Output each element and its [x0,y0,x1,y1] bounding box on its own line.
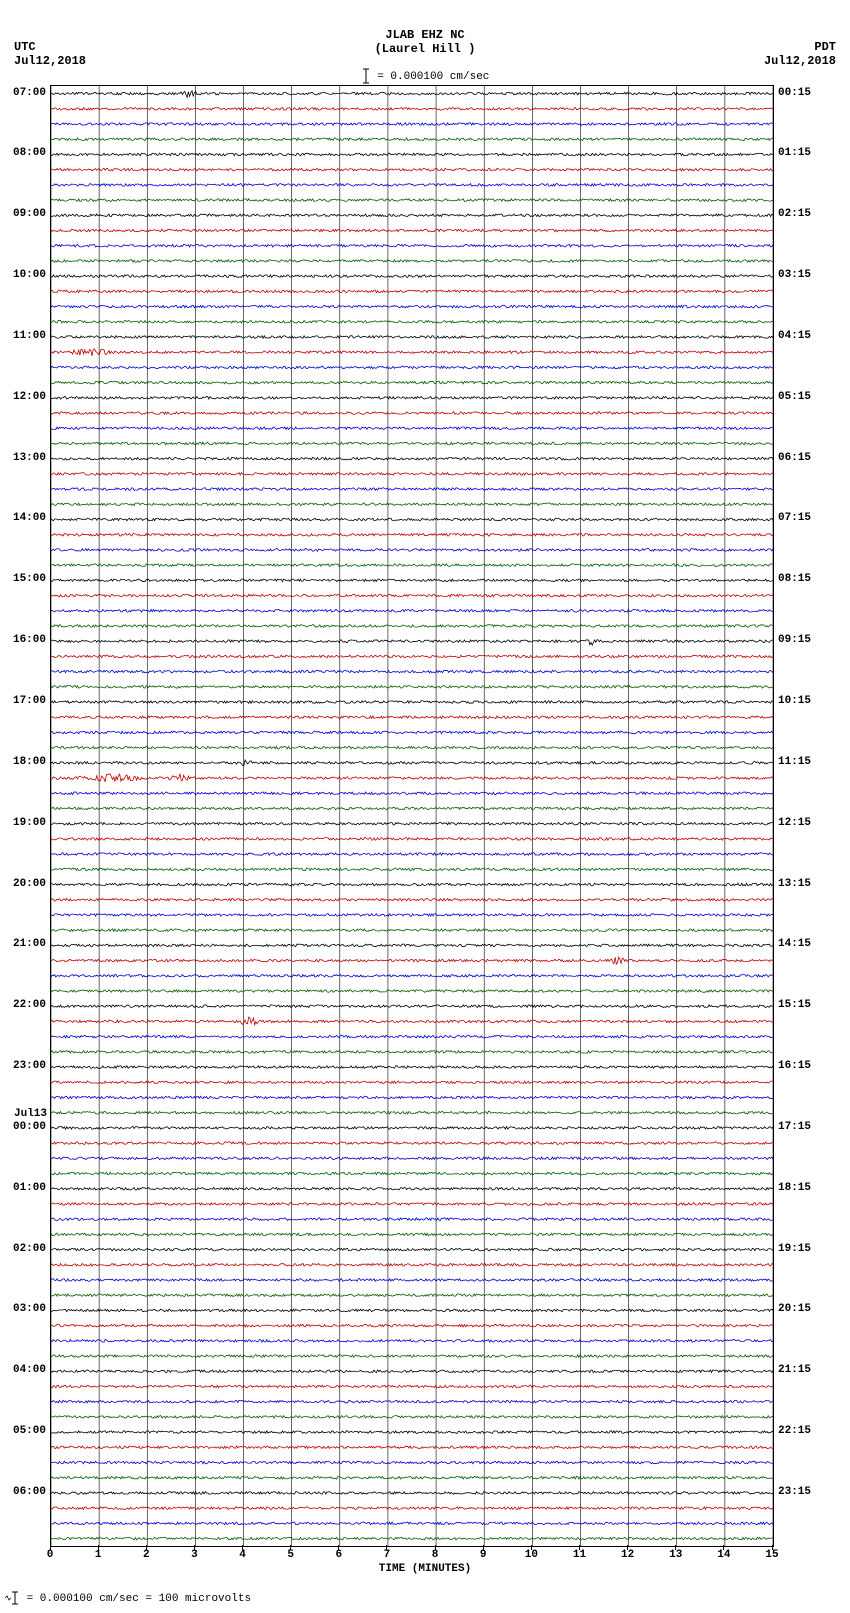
x-tick: 6 [335,1549,342,1561]
x-tick-mark [723,1545,724,1550]
right-time-label: 11:15 [778,756,822,768]
left-time-label: 14:00 [2,512,46,524]
left-time-label: 09:00 [2,208,46,220]
x-tick-mark [98,1545,99,1550]
left-time-label: 18:00 [2,756,46,768]
left-date-change: Jul13 [14,1108,47,1120]
left-date-label: Jul12,2018 [14,54,86,68]
x-tick: 5 [287,1549,294,1561]
left-time-label: 03:00 [2,1303,46,1315]
footer-scale-icon [4,1591,20,1605]
right-time-label: 05:15 [778,391,822,403]
footer-scale: = 0.000100 cm/sec = 100 microvolts [4,1591,251,1605]
x-tick-mark [483,1545,484,1550]
seismogram-svg [51,86,773,1546]
seismogram-container: JLAB EHZ NC (Laurel Hill ) = 0.000100 cm… [0,0,850,1613]
left-time-label: 07:00 [2,87,46,99]
left-time-label: 12:00 [2,391,46,403]
x-tick-mark [194,1545,195,1550]
right-time-label: 04:15 [778,330,822,342]
left-time-label: 13:00 [2,452,46,464]
x-axis-label: TIME (MINUTES) [0,1563,850,1575]
x-tick-mark [627,1545,628,1550]
station-subtitle: (Laurel Hill ) [0,42,850,56]
left-time-label: 16:00 [2,634,46,646]
right-time-label: 02:15 [778,208,822,220]
x-tick-mark [675,1545,676,1550]
x-tick: 4 [239,1549,246,1561]
x-tick: 2 [143,1549,150,1561]
x-tick: 8 [432,1549,439,1561]
x-tick-mark [772,1545,773,1550]
left-time-label: 20:00 [2,878,46,890]
x-tick: 9 [480,1549,487,1561]
footer-text: = 0.000100 cm/sec = 100 microvolts [27,1593,251,1605]
x-tick: 12 [621,1549,634,1561]
right-time-label: 06:15 [778,452,822,464]
right-time-label: 15:15 [778,999,822,1011]
left-time-label: 17:00 [2,695,46,707]
right-time-label: 20:15 [778,1303,822,1315]
x-tick-mark [531,1545,532,1550]
seismogram-plot [50,85,774,1547]
left-time-label: 11:00 [2,330,46,342]
right-date-label: Jul12,2018 [764,54,836,68]
x-tick-mark [435,1545,436,1550]
x-tick-mark [579,1545,580,1550]
right-time-label: 03:15 [778,269,822,281]
x-tick: 10 [525,1549,538,1561]
left-time-label: 02:00 [2,1243,46,1255]
x-tick: 1 [95,1549,102,1561]
left-time-label: 23:00 [2,1060,46,1072]
x-tick: 14 [717,1549,730,1561]
x-tick: 3 [191,1549,198,1561]
left-time-label: 22:00 [2,999,46,1011]
x-tick-mark [242,1545,243,1550]
right-time-label: 12:15 [778,817,822,829]
right-time-label: 08:15 [778,573,822,585]
left-time-label: 06:00 [2,1486,46,1498]
left-time-label: 00:00 [2,1121,46,1133]
right-time-label: 00:15 [778,87,822,99]
right-time-label: 17:15 [778,1121,822,1133]
x-tick-mark [146,1545,147,1550]
x-tick: 7 [384,1549,391,1561]
right-time-label: 13:15 [778,878,822,890]
right-time-label: 16:15 [778,1060,822,1072]
x-tick: 0 [47,1549,54,1561]
right-time-label: 19:15 [778,1243,822,1255]
left-time-label: 04:00 [2,1364,46,1376]
x-tick-mark [290,1545,291,1550]
x-tick: 11 [573,1549,586,1561]
left-time-label: 01:00 [2,1182,46,1194]
x-tick-mark [338,1545,339,1550]
scale-bar-icon [361,68,371,84]
left-time-label: 08:00 [2,147,46,159]
left-time-label: 10:00 [2,269,46,281]
right-time-label: 21:15 [778,1364,822,1376]
scale-indicator: = 0.000100 cm/sec [0,68,850,84]
right-time-label: 23:15 [778,1486,822,1498]
x-tick: 15 [765,1549,778,1561]
right-time-label: 01:15 [778,147,822,159]
left-timezone-label: UTC [14,40,36,54]
right-time-label: 07:15 [778,512,822,524]
right-time-label: 09:15 [778,634,822,646]
right-time-label: 14:15 [778,938,822,950]
right-time-label: 22:15 [778,1425,822,1437]
right-time-label: 18:15 [778,1182,822,1194]
right-time-label: 10:15 [778,695,822,707]
left-time-label: 19:00 [2,817,46,829]
left-time-label: 05:00 [2,1425,46,1437]
left-time-label: 21:00 [2,938,46,950]
x-tick: 13 [669,1549,682,1561]
x-tick-mark [50,1545,51,1550]
station-title: JLAB EHZ NC [0,28,850,42]
x-tick-mark [386,1545,387,1550]
scale-text: = 0.000100 cm/sec [377,71,489,83]
right-timezone-label: PDT [814,40,836,54]
left-time-label: 15:00 [2,573,46,585]
